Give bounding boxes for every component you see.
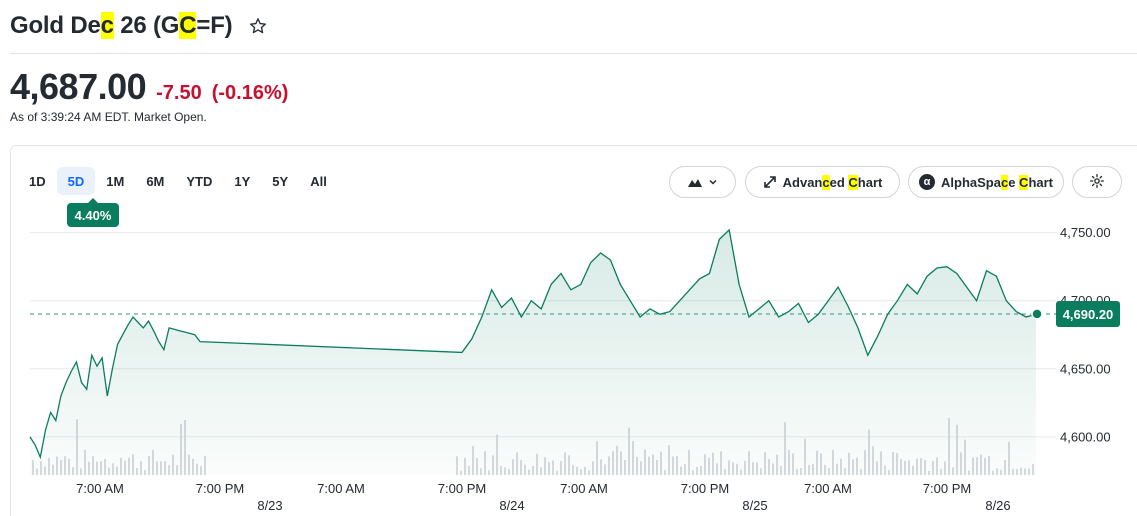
header-divider bbox=[10, 53, 1137, 54]
x-tick-label: 7:00 PM bbox=[681, 481, 729, 496]
y-tick-label: 4,600.00 bbox=[1060, 429, 1111, 444]
y-axis: 4,750.004,700.004,650.004,600.00 bbox=[1060, 225, 1111, 444]
star-icon[interactable] bbox=[248, 16, 268, 36]
x-tick-label: 7:00 PM bbox=[438, 481, 486, 496]
expand-icon bbox=[763, 175, 777, 189]
date-tick-label: 8/23 bbox=[257, 498, 282, 513]
gear-icon bbox=[1089, 173, 1105, 192]
x-tick-label: 7:00 PM bbox=[196, 481, 244, 496]
current-price: 4,687.00 bbox=[10, 66, 147, 107]
quote-header: Gold Dec 26 (GC=F) bbox=[10, 9, 268, 43]
range-tab-6m[interactable]: 6M bbox=[146, 173, 165, 189]
chevron-down-icon bbox=[708, 175, 718, 190]
range-tab-5y[interactable]: 5Y bbox=[272, 173, 289, 189]
chart-settings-button[interactable] bbox=[1072, 166, 1122, 198]
date-tick-label: 8/26 bbox=[985, 498, 1010, 513]
date-tick-label: 8/25 bbox=[742, 498, 767, 513]
x-tick-label: 7:00 AM bbox=[560, 481, 608, 496]
advanced-chart-button[interactable]: Advanced Chart bbox=[745, 166, 900, 198]
chart-type-button[interactable] bbox=[669, 166, 736, 198]
quote-timestamp: As of 3:39:24 AM EDT. Market Open. bbox=[10, 110, 207, 124]
x-tick-label: 7:00 PM bbox=[923, 481, 971, 496]
y-tick-label: 4,650.00 bbox=[1060, 361, 1111, 376]
range-tab-1d[interactable]: 1D bbox=[29, 173, 46, 189]
alphaspace-chart-button[interactable]: α AlphaSpace Chart bbox=[908, 166, 1064, 198]
price-area bbox=[30, 229, 1036, 475]
range-change-badge: 4.40% bbox=[67, 198, 119, 227]
price-change: -7.50 bbox=[156, 82, 202, 104]
range-tab-all[interactable]: All bbox=[310, 173, 327, 189]
page-title: Gold Dec 26 (GC=F) bbox=[10, 12, 233, 39]
x-tick-label: 7:00 AM bbox=[76, 481, 124, 496]
date-tick-label: 8/24 bbox=[499, 498, 524, 513]
last-price-dot bbox=[1031, 308, 1043, 320]
range-tab-5d[interactable]: 5D bbox=[56, 167, 96, 195]
x-tick-label: 7:00 AM bbox=[317, 481, 365, 496]
range-tab-1y[interactable]: 1Y bbox=[234, 173, 251, 189]
mountain-chart-icon bbox=[687, 177, 702, 187]
advanced-chart-label: Advanced Chart bbox=[782, 174, 883, 190]
last-price-label: 4,690.20 bbox=[1056, 301, 1120, 328]
price-change-percent: (-0.16%) bbox=[211, 82, 289, 104]
x-axis: 7:00 AM 7:00 PM 7:00 AM 7:00 PM 7:00 AM 7:00 … bbox=[76, 481, 1011, 513]
range-tab-ytd[interactable]: YTD bbox=[186, 173, 213, 189]
y-tick-label: 4,750.00 bbox=[1060, 225, 1111, 240]
alphaspace-logo-icon: α bbox=[919, 174, 935, 190]
range-tab-1m[interactable]: 1M bbox=[106, 173, 125, 189]
alphaspace-chart-label: AlphaSpace Chart bbox=[941, 174, 1053, 190]
quote-price-row: 4,687.00 -7.50 (-0.16%) bbox=[10, 66, 288, 108]
x-tick-label: 7:00 AM bbox=[804, 481, 852, 496]
range-tabs: 1D 5D 1M 6M YTD 1Y 5Y All bbox=[18, 167, 338, 195]
price-line bbox=[29, 228, 1037, 460]
